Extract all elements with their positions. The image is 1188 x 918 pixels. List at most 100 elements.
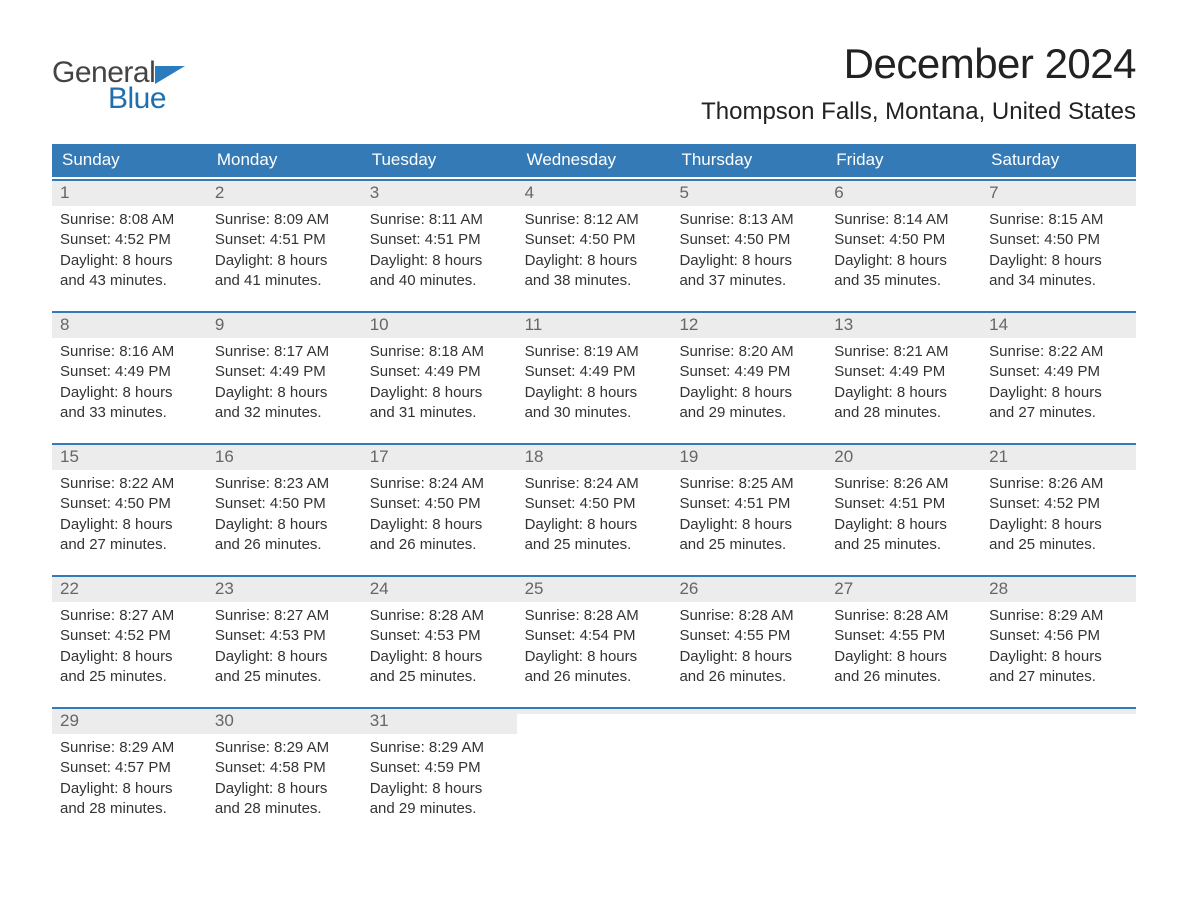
daylight-line1: Daylight: 8 hours [525,515,664,535]
daylight-line2: and 25 minutes. [60,667,199,687]
day-details: Sunrise: 8:29 AMSunset: 4:56 PMDaylight:… [981,602,1136,693]
daylight-line1: Daylight: 8 hours [60,383,199,403]
location-subtitle: Thompson Falls, Montana, United States [701,98,1136,126]
daylight-line2: and 25 minutes. [525,535,664,555]
day-header: Wednesday [517,144,672,177]
day-number: 3 [370,183,379,202]
daylight-line2: and 28 minutes. [834,403,973,423]
calendar-day: 29Sunrise: 8:29 AMSunset: 4:57 PMDayligh… [52,709,207,837]
day-number: 22 [60,579,79,598]
sunset-text: Sunset: 4:57 PM [60,758,199,778]
sunrise-text: Sunrise: 8:29 AM [370,738,509,758]
calendar-day: 15Sunrise: 8:22 AMSunset: 4:50 PMDayligh… [52,445,207,573]
daylight-line2: and 41 minutes. [215,271,354,291]
calendar-day [671,709,826,837]
daylight-line1: Daylight: 8 hours [989,647,1128,667]
day-number-bar: 12 [671,313,826,338]
day-number: 24 [370,579,389,598]
daylight-line2: and 31 minutes. [370,403,509,423]
day-number: 8 [60,315,69,334]
day-number-bar [981,709,1136,714]
daylight-line1: Daylight: 8 hours [370,779,509,799]
sunset-text: Sunset: 4:52 PM [60,230,199,250]
daylight-line1: Daylight: 8 hours [679,647,818,667]
day-details: Sunrise: 8:08 AMSunset: 4:52 PMDaylight:… [52,206,207,297]
calendar-week: 15Sunrise: 8:22 AMSunset: 4:50 PMDayligh… [52,443,1136,573]
day-number-bar: 19 [671,445,826,470]
sunrise-text: Sunrise: 8:08 AM [60,210,199,230]
daylight-line2: and 33 minutes. [60,403,199,423]
day-details: Sunrise: 8:29 AMSunset: 4:58 PMDaylight:… [207,734,362,825]
daylight-line1: Daylight: 8 hours [525,383,664,403]
day-details: Sunrise: 8:24 AMSunset: 4:50 PMDaylight:… [362,470,517,561]
calendar-day: 9Sunrise: 8:17 AMSunset: 4:49 PMDaylight… [207,313,362,441]
sunrise-text: Sunrise: 8:21 AM [834,342,973,362]
day-number-bar: 5 [671,181,826,206]
page-title: December 2024 [701,40,1136,88]
sunset-text: Sunset: 4:50 PM [679,230,818,250]
daylight-line2: and 27 minutes. [60,535,199,555]
calendar-day: 31Sunrise: 8:29 AMSunset: 4:59 PMDayligh… [362,709,517,837]
sunset-text: Sunset: 4:50 PM [215,494,354,514]
sunset-text: Sunset: 4:49 PM [679,362,818,382]
day-number: 14 [989,315,1008,334]
sunset-text: Sunset: 4:49 PM [989,362,1128,382]
logo-text-blue: Blue [108,82,185,116]
daylight-line1: Daylight: 8 hours [60,515,199,535]
sunset-text: Sunset: 4:51 PM [215,230,354,250]
daylight-line1: Daylight: 8 hours [989,251,1128,271]
daylight-line1: Daylight: 8 hours [679,515,818,535]
daylight-line2: and 32 minutes. [215,403,354,423]
calendar-day: 8 Sunrise: 8:16 AMSunset: 4:49 PMDaylight… [52,313,207,441]
calendar-day: 25Sunrise: 8:28 AMSunset: 4:54 PMDayligh… [517,577,672,705]
day-number-bar: 14 [981,313,1136,338]
day-number: 13 [834,315,853,334]
sunrise-text: Sunrise: 8:14 AM [834,210,973,230]
sunrise-text: Sunrise: 8:23 AM [215,474,354,494]
day-details: Sunrise: 8:12 AMSunset: 4:50 PMDaylight:… [517,206,672,297]
daylight-line1: Daylight: 8 hours [60,251,199,271]
day-details: Sunrise: 8:28 AMSunset: 4:54 PMDaylight:… [517,602,672,693]
day-details: Sunrise: 8:16 AMSunset: 4:49 PMDaylight:… [52,338,207,429]
sunrise-text: Sunrise: 8:28 AM [370,606,509,626]
sunset-text: Sunset: 4:51 PM [370,230,509,250]
calendar-day: 30Sunrise: 8:29 AMSunset: 4:58 PMDayligh… [207,709,362,837]
daylight-line2: and 25 minutes. [989,535,1128,555]
daylight-line2: and 26 minutes. [525,667,664,687]
day-details: Sunrise: 8:27 AMSunset: 4:52 PMDaylight:… [52,602,207,693]
daylight-line1: Daylight: 8 hours [679,383,818,403]
sunset-text: Sunset: 4:55 PM [679,626,818,646]
daylight-line2: and 28 minutes. [215,799,354,819]
sunset-text: Sunset: 4:50 PM [834,230,973,250]
sunset-text: Sunset: 4:50 PM [370,494,509,514]
daylight-line1: Daylight: 8 hours [370,383,509,403]
sunset-text: Sunset: 4:53 PM [215,626,354,646]
day-number: 28 [989,579,1008,598]
day-number-bar: 8 [52,313,207,338]
sunrise-text: Sunrise: 8:22 AM [60,474,199,494]
daylight-line2: and 25 minutes. [834,535,973,555]
calendar-day: 16Sunrise: 8:23 AMSunset: 4:50 PMDayligh… [207,445,362,573]
sunset-text: Sunset: 4:50 PM [525,230,664,250]
day-details: Sunrise: 8:13 AMSunset: 4:50 PMDaylight:… [671,206,826,297]
day-number-bar: 28 [981,577,1136,602]
calendar-week: 1Sunrise: 8:08 AMSunset: 4:52 PMDaylight… [52,179,1136,309]
day-number-bar: 15 [52,445,207,470]
sunset-text: Sunset: 4:59 PM [370,758,509,778]
calendar-body: 1Sunrise: 8:08 AMSunset: 4:52 PMDaylight… [52,179,1136,837]
day-number: 19 [679,447,698,466]
day-details: Sunrise: 8:25 AMSunset: 4:51 PMDaylight:… [671,470,826,561]
calendar: SundayMondayTuesdayWednesdayThursdayFrid… [52,144,1136,837]
calendar-day [981,709,1136,837]
sunset-text: Sunset: 4:50 PM [525,494,664,514]
day-details: Sunrise: 8:29 AMSunset: 4:59 PMDaylight:… [362,734,517,825]
calendar-day: 26Sunrise: 8:28 AMSunset: 4:55 PMDayligh… [671,577,826,705]
day-number: 7 [989,183,998,202]
day-number: 6 [834,183,843,202]
sunrise-text: Sunrise: 8:09 AM [215,210,354,230]
daylight-line2: and 26 minutes. [679,667,818,687]
sunset-text: Sunset: 4:52 PM [60,626,199,646]
day-number-bar: 9 [207,313,362,338]
calendar-day: 2Sunrise: 8:09 AMSunset: 4:51 PMDaylight… [207,181,362,309]
day-details: Sunrise: 8:15 AMSunset: 4:50 PMDaylight:… [981,206,1136,297]
